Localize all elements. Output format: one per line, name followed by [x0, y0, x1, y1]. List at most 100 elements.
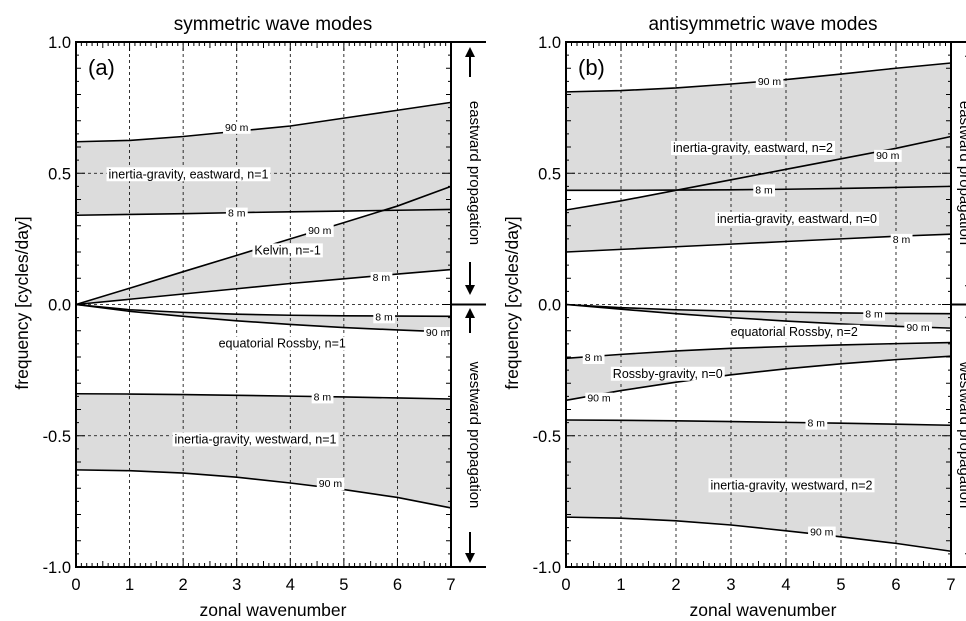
label-background	[904, 321, 932, 334]
curve-label: 90 m	[426, 327, 450, 339]
curve-label: 90 m	[810, 527, 834, 539]
curve-label: 90 m	[876, 150, 900, 162]
curve-label: 8 m	[314, 391, 332, 403]
x-tick-label: 6	[393, 576, 402, 594]
dispersion-curve	[565, 355, 952, 402]
curve-label: 90 m	[308, 225, 332, 237]
band-fill	[76, 304, 451, 333]
panel-label: (a)	[88, 55, 115, 80]
panel-antisymmetric: 90 m 8 m inertia-gravity, eastward, n=2 90 …	[502, 14, 966, 620]
curve-label: 8 m	[228, 208, 246, 220]
side-label-eastward: eastward propagation	[466, 101, 483, 245]
x-tick-label: 4	[781, 576, 790, 594]
x-tick-label: 1	[616, 576, 625, 594]
label-background	[216, 336, 348, 351]
y-axis-label: frequency [cycles/day]	[502, 216, 522, 389]
mode-label: inertia-gravity, westward, n=1	[174, 432, 336, 446]
x-tick-label: 6	[891, 576, 900, 594]
curve-label: 90 m	[587, 393, 611, 405]
x-tick-label: 0	[561, 576, 570, 594]
mode-label: equatorial Rossby, n=1	[219, 337, 346, 351]
y-tick-label: -0.5	[43, 428, 71, 446]
y-tick-label: 0.5	[48, 165, 71, 183]
panel-title: symmetric wave modes	[174, 14, 373, 35]
label-background	[808, 526, 836, 539]
label-background	[863, 308, 885, 321]
label-background	[874, 149, 902, 162]
dispersion-curve	[565, 419, 952, 427]
curve-label: 8 m	[585, 352, 603, 364]
dispersion-curve	[565, 516, 952, 553]
mode-label: inertia-gravity, eastward, n=0	[717, 212, 877, 226]
side-label-eastward: eastward propagation	[956, 101, 966, 245]
x-tick-label: 2	[179, 576, 188, 594]
x-tick-label: 0	[71, 576, 80, 594]
x-axis-label: zonal wavenumber	[690, 600, 837, 620]
dispersion-curve	[75, 101, 452, 143]
x-tick-label: 2	[671, 576, 680, 594]
label-background	[582, 352, 605, 364]
label-background	[306, 224, 334, 237]
dispersion-curve	[75, 208, 452, 217]
label-background	[671, 141, 835, 155]
curve-label: 90 m	[319, 478, 343, 490]
y-tick-label: 0.0	[538, 297, 561, 315]
side-label-westward: westward propagation	[466, 361, 483, 509]
x-tick-label: 5	[836, 576, 845, 594]
label-background	[252, 243, 323, 258]
y-tick-label: -0.5	[533, 428, 561, 446]
label-background	[316, 478, 345, 490]
y-tick-label: 1.0	[48, 34, 71, 52]
panel-symmetric: 90 m 8 m inertia-gravity, eastward, n=1 90 …	[12, 14, 486, 620]
band-fill	[76, 393, 451, 508]
x-tick-label: 7	[946, 576, 955, 594]
band-fill	[566, 304, 951, 329]
label-background	[708, 478, 875, 493]
label-background	[715, 211, 879, 226]
label-background	[311, 391, 334, 404]
curve-label: 90 m	[906, 322, 930, 334]
curve-label: 8 m	[755, 185, 773, 197]
curve-label: 8 m	[373, 272, 391, 284]
band-fill	[76, 186, 451, 305]
x-tick-label: 1	[125, 576, 134, 594]
y-axis-label: frequency [cycles/day]	[12, 216, 32, 389]
y-tick-label: -1.0	[43, 559, 71, 577]
band-fill	[76, 102, 451, 216]
dispersion-curve	[565, 233, 952, 253]
label-background	[610, 366, 725, 381]
dispersion-curve	[75, 392, 452, 400]
curve-label: 8 m	[865, 309, 883, 321]
panel-label: (b)	[578, 55, 605, 80]
curve-label: 90 m	[225, 122, 249, 134]
y-tick-label: 0.5	[538, 165, 561, 183]
label-background	[728, 324, 860, 339]
label-background	[423, 327, 452, 340]
x-tick-label: 7	[446, 576, 455, 594]
label-background	[370, 271, 393, 284]
y-tick-label: 1.0	[538, 34, 561, 52]
label-background	[805, 417, 828, 430]
label-background	[373, 311, 396, 324]
label-background	[172, 432, 339, 447]
curve-label: 8 m	[807, 418, 825, 430]
dispersion-curve	[565, 303, 952, 329]
dispersion-curve	[75, 303, 452, 333]
y-tick-label: 0.0	[48, 297, 71, 315]
label-background	[755, 75, 784, 88]
panel-title: antisymmetric wave modes	[648, 14, 877, 35]
label-background	[225, 207, 248, 220]
mode-label: equatorial Rossby, n=2	[731, 325, 858, 339]
mode-label: inertia-gravity, westward, n=2	[711, 478, 873, 492]
dispersion-curve	[565, 303, 952, 315]
x-tick-label: 5	[339, 576, 348, 594]
label-background	[585, 392, 613, 405]
y-tick-label: -1.0	[533, 559, 561, 577]
label-background	[223, 121, 251, 134]
side-label-westward: westward propagation	[956, 361, 966, 509]
x-axis-label: zonal wavenumber	[200, 600, 347, 620]
x-tick-label: 3	[726, 576, 735, 594]
curve-label: 90 m	[758, 76, 782, 88]
mode-label: inertia-gravity, eastward, n=1	[109, 167, 269, 181]
